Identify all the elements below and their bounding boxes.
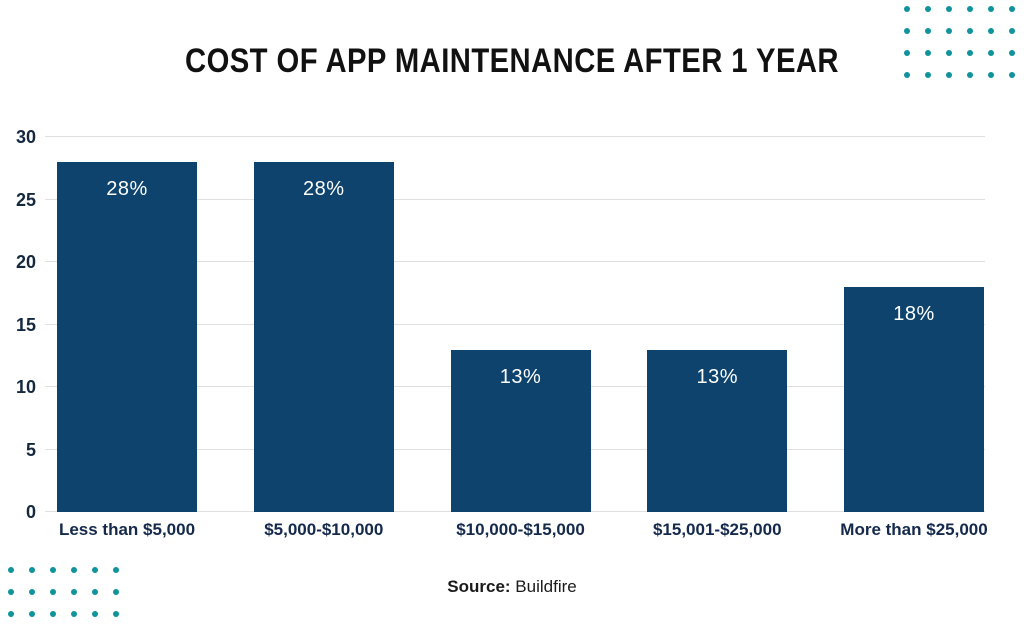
decorative-dot xyxy=(967,50,973,56)
decorative-dot xyxy=(29,567,35,573)
decorative-dot xyxy=(946,28,952,34)
decorative-dot xyxy=(29,611,35,617)
gridline xyxy=(45,136,985,137)
gridline xyxy=(45,323,985,325)
bar: 13% xyxy=(647,349,788,512)
y-axis-tick-label: 20 xyxy=(15,252,36,272)
decorative-dot xyxy=(904,50,910,56)
decorative-dot xyxy=(50,567,56,573)
bar-value-label: 28% xyxy=(106,178,148,200)
decorative-dot xyxy=(113,589,119,595)
y-axis-tick-label: 10 xyxy=(15,377,36,397)
decorative-dot xyxy=(1009,28,1015,34)
decorative-dot xyxy=(71,589,77,595)
bar: 28% xyxy=(57,162,197,512)
decorative-dot xyxy=(1009,50,1015,56)
bar: 28% xyxy=(253,162,394,512)
x-axis-category-label: $10,000-$15,000 xyxy=(456,520,585,539)
bar-value-label: 28% xyxy=(302,178,345,200)
x-axis-category-label: More than $25,000 xyxy=(840,520,988,539)
y-axis-tick-label: 30 xyxy=(15,127,36,147)
decorative-dot xyxy=(50,611,56,617)
decorative-dot xyxy=(925,50,931,56)
decorative-dot-grid-top-right xyxy=(904,6,1015,78)
decorative-dot xyxy=(988,72,994,78)
decorative-dot xyxy=(8,611,14,617)
decorative-dot xyxy=(904,6,910,12)
chart-title: COST OF APP MAINTENANCE AFTER 1 YEAR xyxy=(185,42,839,80)
decorative-dot xyxy=(904,28,910,34)
decorative-dot xyxy=(71,611,77,617)
decorative-dot xyxy=(29,589,35,595)
source-label: Source: xyxy=(447,577,511,596)
y-axis-tick-label: 25 xyxy=(15,189,36,210)
y-axis-tick-label: 15 xyxy=(15,314,36,335)
decorative-dot xyxy=(8,567,14,573)
decorative-dot xyxy=(1009,72,1015,78)
decorative-dot xyxy=(92,567,98,573)
decorative-dot xyxy=(8,589,14,595)
decorative-dot-grid-bottom-left xyxy=(8,567,119,617)
source-line: Source: Buildfire xyxy=(0,577,1024,597)
x-axis-category-label: $15,001-$25,000 xyxy=(652,520,782,539)
decorative-dot xyxy=(967,72,973,78)
bar: 13% xyxy=(450,349,591,512)
bar-value-label: 18% xyxy=(893,303,935,325)
bar-value-label: 13% xyxy=(499,365,542,388)
decorative-dot xyxy=(946,72,952,78)
decorative-dot xyxy=(967,28,973,34)
decorative-dot xyxy=(71,567,77,573)
decorative-dot xyxy=(92,589,98,595)
decorative-dot xyxy=(925,6,931,12)
gridline xyxy=(45,261,985,262)
decorative-dot xyxy=(904,72,910,78)
decorative-dot xyxy=(946,50,952,56)
decorative-dot xyxy=(113,567,119,573)
decorative-dot xyxy=(988,6,994,12)
bar: 18% xyxy=(844,287,984,512)
source-value: Buildfire xyxy=(515,577,577,596)
decorative-dot xyxy=(1009,6,1015,12)
decorative-dot xyxy=(988,28,994,34)
y-axis-tick-label: 5 xyxy=(25,439,36,460)
bar-value-label: 13% xyxy=(696,365,739,388)
decorative-dot xyxy=(92,611,98,617)
bar-chart-plot-area: 0 5 10 15 20 25 30 28% Less than $5,000 28% $5,000… xyxy=(16,128,988,539)
decorative-dot xyxy=(988,50,994,56)
decorative-dot xyxy=(925,72,931,78)
decorative-dot xyxy=(925,28,931,34)
decorative-dot xyxy=(967,6,973,12)
decorative-dot xyxy=(50,589,56,595)
y-axis-tick-label: 0 xyxy=(25,502,36,522)
gridline xyxy=(45,198,985,200)
decorative-dot xyxy=(946,6,952,12)
decorative-dot xyxy=(113,611,119,617)
x-axis-category-label: $5,000-$10,000 xyxy=(264,520,384,539)
x-axis-category-label: Less than $5,000 xyxy=(58,520,196,539)
